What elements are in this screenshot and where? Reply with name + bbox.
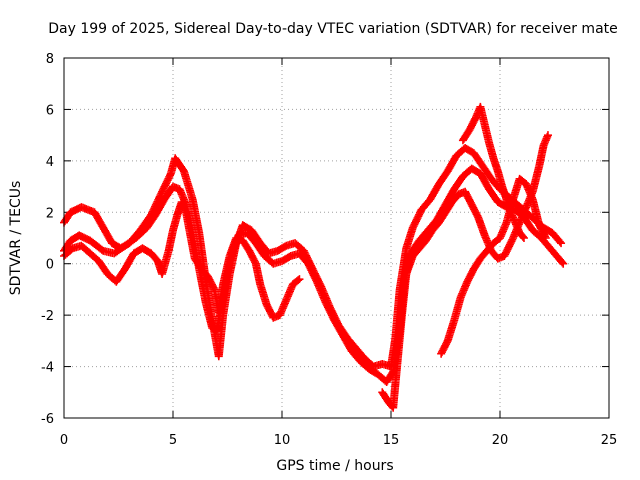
- x-tick-label: 15: [383, 433, 400, 448]
- data-point: [555, 237, 564, 246]
- data-points: [60, 102, 568, 412]
- x-tick-label: 10: [274, 433, 291, 448]
- data-point: [557, 239, 566, 248]
- series-track-5: [437, 174, 550, 358]
- plot-frame: [63, 57, 610, 419]
- y-tick-labels: -6 -4 -2 0 2 4 6 8: [41, 52, 54, 427]
- y-tick-label: 4: [46, 155, 54, 170]
- y-tick-label: -4: [41, 361, 54, 376]
- y-tick-label: -6: [41, 412, 54, 427]
- y-tick-label: 0: [46, 258, 54, 273]
- data-point: [295, 275, 304, 284]
- x-tick-labels: 0 5 10 15 20 25: [60, 433, 617, 448]
- chart-title: Day 199 of 2025, Sidereal Day-to-day VTE…: [48, 21, 618, 37]
- y-tick-label: -2: [41, 309, 54, 324]
- series-track-6: [458, 102, 528, 242]
- data-point: [559, 259, 568, 268]
- y-tick-label: 2: [46, 206, 54, 221]
- data-point: [518, 232, 527, 241]
- series-track-3: [60, 198, 304, 322]
- y-tick-label: 6: [46, 103, 54, 118]
- data-point: [558, 258, 567, 267]
- data-point: [543, 131, 552, 140]
- data-point: [541, 234, 550, 242]
- data-point: [540, 232, 549, 241]
- data-point: [519, 234, 528, 242]
- y-tick-label: 8: [46, 52, 54, 67]
- x-tick-label: 20: [492, 433, 509, 448]
- x-tick-label: 25: [601, 433, 618, 448]
- y-axis-label: SDTVAR / TECUs: [8, 181, 24, 296]
- data-point: [294, 276, 303, 285]
- x-tick-label: 5: [169, 433, 177, 448]
- x-axis-label: GPS time / hours: [276, 458, 393, 474]
- x-tick-label: 0: [60, 433, 68, 448]
